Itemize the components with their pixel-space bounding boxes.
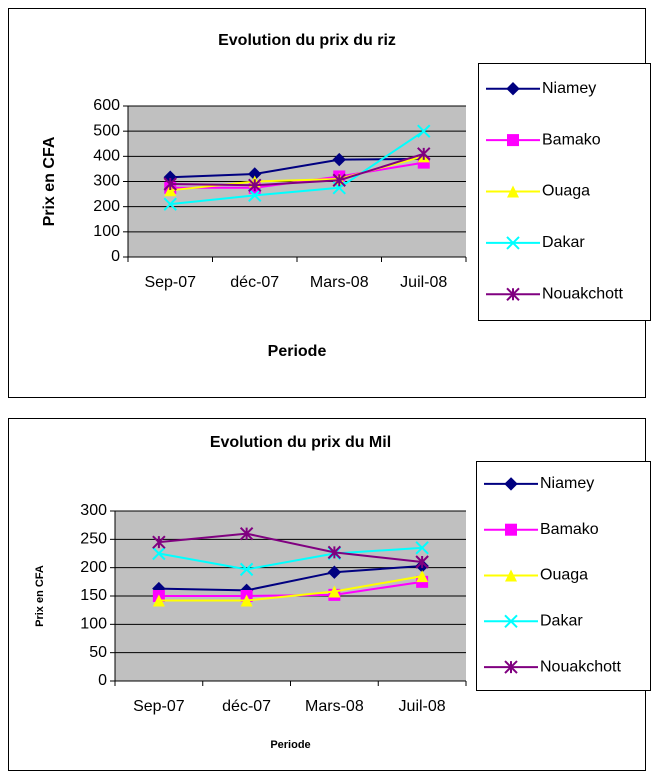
legend-label: Nouakchott [542,286,623,303]
legend-marker [506,81,520,96]
y-tick-label: 200 [93,198,120,215]
marker [152,535,166,549]
legend-marker [504,614,518,629]
legend-marker [506,236,520,250]
legend-marker [504,477,518,491]
y-axis-title: Prix en CFA [41,136,58,226]
x-axis-title: Periode [268,343,327,360]
marker [415,555,429,569]
series-line [170,130,425,206]
marker [239,562,254,577]
marker [332,173,346,187]
marker [417,147,431,161]
marker [163,197,177,211]
x-tick-label: Juil-08 [400,274,447,291]
x-tick-label: déc-07 [222,698,271,715]
marker [417,124,431,138]
marker [328,585,341,598]
y-tick-label: 600 [93,97,120,114]
y-tick-label: 100 [93,223,120,240]
y-tick-label: 50 [89,644,107,661]
x-tick-label: Mars-08 [305,698,364,715]
y-tick-label: 150 [80,587,107,604]
marker [239,526,254,541]
legend-marker [507,134,519,147]
marker [327,565,342,579]
y-axis-title: Prix en CFA [34,565,46,627]
x-axis-title: Periode [270,739,310,751]
legend-label: Dakar [540,613,583,630]
y-tick-label: 200 [80,559,107,576]
legend-label: Bamako [542,131,601,148]
marker [416,570,429,583]
y-tick-label: 100 [80,616,107,633]
marker [240,594,253,607]
x-tick-label: Sep-07 [144,274,196,291]
series-line [170,152,425,187]
y-tick-label: 0 [111,248,120,265]
marker [248,178,262,192]
marker [163,177,177,191]
x-tick-label: Mars-08 [310,274,369,291]
series-line [158,564,423,592]
y-tick-label: 300 [93,173,120,190]
chart: Evolution du prix du Mil 0 50 100 150 200 250 3… [34,434,651,751]
marker [248,188,262,203]
legend-label: Niamey [540,475,594,492]
x-tick-label: déc-07 [230,274,279,291]
chart: Evolution du prix du riz 0 100 200 300 400 500… [41,32,651,360]
x-tick-label: Juil-08 [399,698,446,715]
legend-label: Niamey [542,80,596,97]
marker [332,152,346,167]
chart-title: Evolution du prix du Mil [210,434,391,451]
y-tick-label: 250 [80,531,107,548]
y-tick-label: 300 [80,502,107,519]
x-tick-label: Sep-07 [133,698,185,715]
y-tick-label: 500 [93,122,120,139]
legend-label: Dakar [542,234,585,251]
chart-title: Evolution du prix du riz [218,32,396,49]
legend-label: Ouaga [542,183,590,200]
marker [327,545,342,560]
series-line [158,575,423,602]
marker [164,184,177,197]
legend-marker [506,287,520,302]
legend-marker [505,523,517,536]
marker [415,541,429,555]
marker [152,546,166,561]
marker [152,594,165,607]
legend-label: Nouakchott [540,658,621,675]
y-tick-label: 400 [93,148,120,165]
legend-marker [504,660,518,674]
series-line [158,546,423,571]
legend-label: Bamako [540,521,599,538]
y-tick-label: 0 [98,672,107,689]
series-line [158,532,423,563]
legend-marker [507,185,519,198]
legend-label: Ouaga [540,567,588,584]
legend-marker [505,569,517,582]
